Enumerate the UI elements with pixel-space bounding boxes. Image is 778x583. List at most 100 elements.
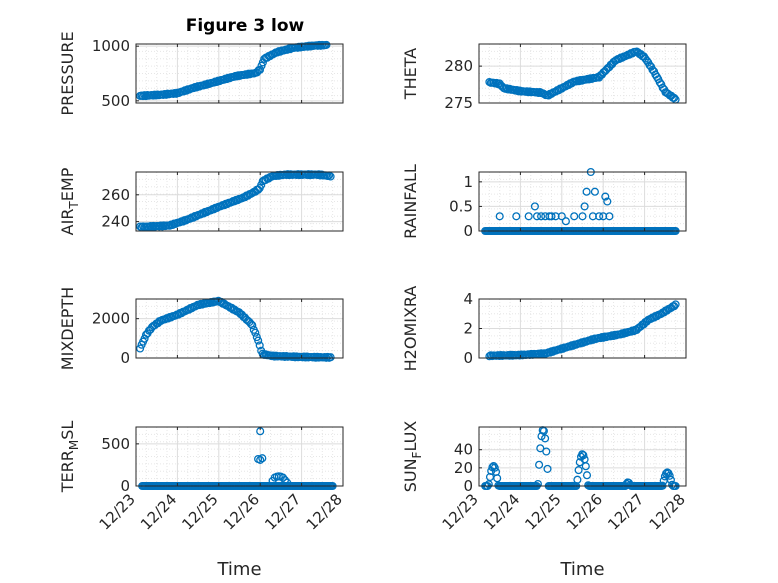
x-tick-label: 12/24	[480, 490, 523, 533]
minor-grid	[136, 427, 343, 486]
data-point	[557, 212, 566, 221]
data-point	[605, 212, 614, 221]
y-axis-label: AIRTEMP	[58, 167, 81, 235]
axes-box	[478, 426, 687, 487]
y-tick-label: 500	[101, 435, 130, 453]
data-point	[251, 328, 260, 337]
data-point	[539, 426, 548, 436]
data-point	[493, 474, 502, 483]
data-point	[530, 202, 539, 211]
axes-box	[478, 171, 687, 232]
axes-box	[135, 171, 344, 232]
data-series	[136, 40, 331, 101]
data-point	[205, 299, 214, 308]
data-point	[570, 212, 579, 221]
minor-grid	[479, 427, 686, 486]
data-point	[582, 187, 591, 196]
x-tick-label: 12/24	[137, 490, 180, 533]
plot-area	[479, 172, 686, 231]
y-tick-label: 1000	[92, 37, 130, 55]
data-point	[316, 41, 325, 50]
data-point	[326, 353, 335, 362]
y-axis-label: RAINFALL	[401, 164, 420, 239]
x-tick-label: 12/25	[521, 490, 564, 533]
x-tick-label: 12/27	[604, 490, 647, 533]
data-point	[543, 464, 552, 473]
x-tick-label: 12/28	[646, 490, 689, 533]
plot-area	[136, 299, 343, 358]
x-tick-label: 12/23	[96, 490, 139, 533]
x-tick-label: 12/26	[563, 490, 606, 533]
y-tick-label: 0	[120, 349, 130, 367]
data-point	[601, 192, 610, 201]
data-point	[574, 77, 583, 86]
plot-area	[136, 427, 343, 486]
y-tick-label: 2000	[92, 310, 130, 328]
data-point	[534, 88, 543, 98]
y-tick-label: 280	[444, 57, 473, 75]
data-point	[502, 84, 511, 93]
data-point	[271, 171, 281, 181]
y-tick-label: 0	[120, 477, 130, 495]
y-tick-label: 2	[463, 320, 473, 338]
data-point	[606, 332, 615, 341]
y-tick-label: 0	[463, 477, 473, 495]
data-point	[581, 462, 590, 471]
y-tick-label: 40	[454, 441, 473, 459]
data-point	[490, 463, 499, 472]
x-tick-label: 12/25	[178, 490, 221, 533]
y-tick-label: 240	[101, 213, 130, 231]
subplot-3: 240 260 AIRTEMP	[58, 167, 344, 235]
data-point	[603, 197, 612, 206]
data-series	[485, 300, 680, 361]
data-point	[536, 444, 545, 453]
y-tick-label: 275	[444, 94, 473, 112]
y-axis-label: PRESSURE	[58, 31, 77, 115]
subplot-6: 0 2 4 H2OMIXRA	[401, 286, 687, 371]
axes-box	[478, 43, 687, 104]
data-point	[248, 321, 257, 330]
y-tick-label: 0.5	[449, 197, 473, 215]
y-tick-label: 260	[101, 186, 130, 204]
data-point	[580, 202, 589, 211]
data-point	[524, 212, 533, 221]
data-point	[670, 93, 679, 102]
data-point	[547, 212, 556, 221]
x-tick-label: 12/23	[439, 490, 482, 533]
y-axis-label: TERRMSL	[58, 421, 81, 494]
data-point	[158, 222, 167, 231]
y-axis-label: THETA	[401, 48, 420, 100]
data-series	[485, 47, 680, 104]
data-point	[579, 451, 588, 460]
data-point	[326, 172, 335, 181]
x-axis-label: Time	[216, 559, 261, 580]
data-point	[578, 450, 587, 459]
data-point	[495, 212, 504, 221]
figure-title: Figure 3 low	[186, 16, 305, 36]
data-point	[573, 475, 582, 484]
y-tick-label: 0	[463, 222, 473, 240]
data-point	[584, 75, 594, 84]
x-tick-label: 12/27	[261, 490, 304, 533]
data-point	[532, 87, 542, 97]
data-point	[582, 471, 592, 480]
data-point	[574, 466, 583, 475]
axes-box	[135, 43, 344, 104]
subplot-5: 0 2000 MIXDEPTH	[58, 287, 344, 370]
data-point	[322, 40, 331, 49]
subplot-4: 0 0.5 1 RAINFALL	[401, 164, 687, 240]
axes-box	[135, 426, 344, 487]
data-point	[535, 460, 544, 469]
data-point	[595, 212, 604, 221]
data-point	[537, 212, 546, 221]
x-tick-label: 12/26	[220, 490, 263, 533]
data-point	[255, 341, 264, 350]
data-point	[314, 170, 323, 179]
data-point	[169, 89, 178, 98]
data-point	[278, 473, 288, 482]
data-point	[255, 65, 265, 74]
